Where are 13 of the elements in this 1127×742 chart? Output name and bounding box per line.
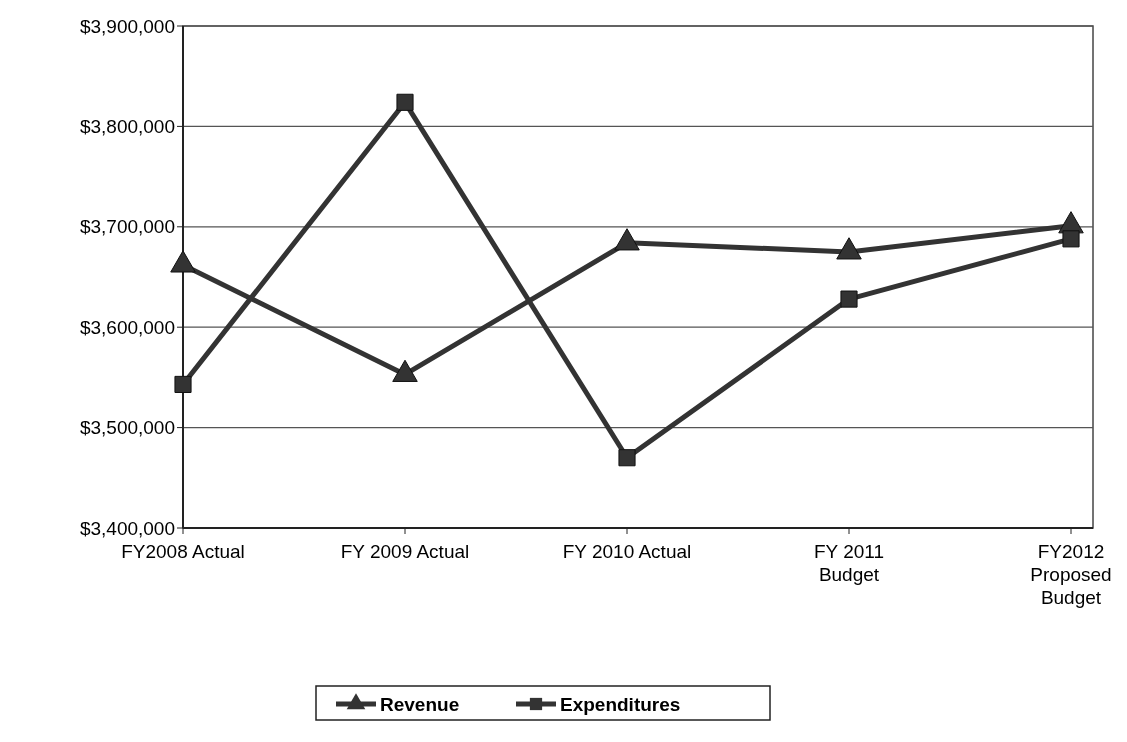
legend-label: Expenditures: [560, 693, 681, 715]
y-tick-label: $3,600,000: [79, 316, 175, 338]
y-tick-label: $3,700,000: [79, 216, 175, 238]
x-tick-label: FY 2010 Actual: [562, 541, 692, 562]
legend-label: Revenue: [380, 693, 460, 715]
y-tick-label: $3,400,000: [79, 517, 175, 539]
y-tick-label: $3,500,000: [79, 417, 175, 439]
y-tick-label: $3,900,000: [79, 15, 175, 37]
x-tick-label: FY 2011 Budget: [813, 541, 885, 585]
y-tick-label: $3,800,000: [79, 116, 175, 138]
x-tick-label: FY2008 Actual: [121, 541, 245, 562]
x-tick-label: FY2012 Proposed Budget: [1030, 541, 1112, 608]
x-tick-label: FY 2009 Actual: [340, 541, 470, 562]
